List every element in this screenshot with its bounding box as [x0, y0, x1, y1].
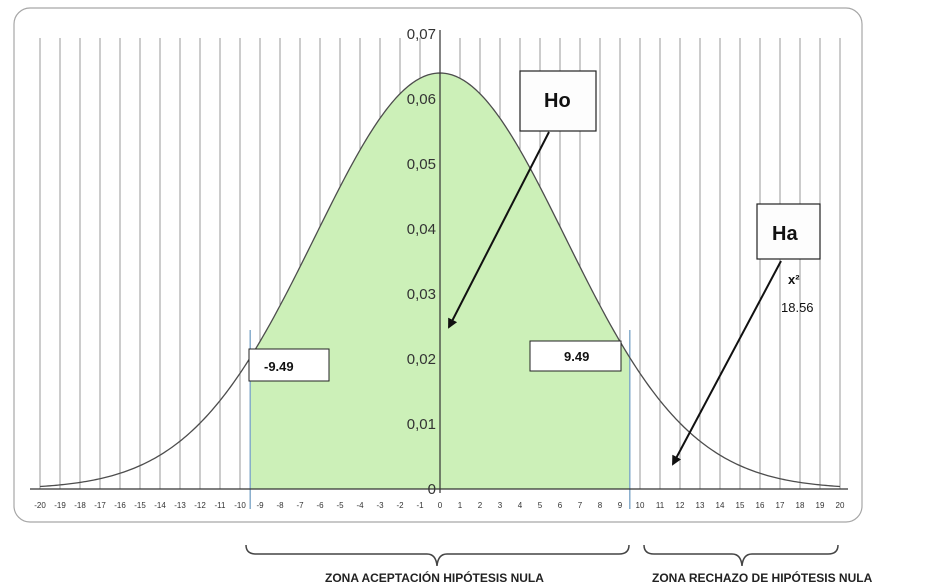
x-tick-label: 15 [736, 501, 745, 510]
x-tick-label: 10 [636, 501, 645, 510]
x-tick-label: -7 [296, 501, 304, 510]
x-tick-label: -17 [94, 501, 106, 510]
x-tick-label: -2 [396, 501, 404, 510]
right-critical-label: 9.49 [564, 349, 589, 364]
x-tick-label: 4 [518, 501, 523, 510]
y-tick-label: 0,04 [407, 221, 436, 238]
x-tick-label: 18 [796, 501, 805, 510]
acceptance-zone-label: ZONA ACEPTACIÓN HIPÓTESIS NULA [325, 570, 544, 585]
y-tick-label: 0,01 [407, 416, 436, 433]
x-tick-label: 11 [656, 501, 665, 510]
x-tick-label: -11 [215, 501, 227, 510]
ho-arrow [448, 131, 550, 329]
ha-box [756, 203, 821, 260]
x-tick-label: 13 [696, 501, 705, 510]
x-tick-label: 7 [578, 501, 583, 510]
x-tick-label: -12 [194, 501, 206, 510]
x-tick-label: -9 [256, 501, 264, 510]
ho-label: Ho [544, 90, 571, 112]
left-critical-label: -9.49 [264, 359, 294, 374]
x-tick-label: 16 [756, 501, 765, 510]
x-tick-label: -14 [154, 501, 166, 510]
x-tick-label: 5 [538, 501, 543, 510]
y-tick-label: 0,07 [407, 26, 436, 43]
x-tick-label: 19 [816, 501, 825, 510]
y-tick-labels: 0 0,01 0,02 0,03 0,04 0,05 0,06 0,07 [407, 26, 436, 498]
x-tick-label: -19 [54, 501, 66, 510]
y-tick-label: 0,03 [407, 286, 436, 303]
y-tick-label: 0,05 [407, 156, 436, 173]
x-tick-label: 9 [618, 501, 623, 510]
x-tick-label: -20 [34, 501, 46, 510]
x-tick-label: 14 [716, 501, 725, 510]
x-tick-label: -10 [234, 501, 246, 510]
x-tick-label: -8 [276, 501, 284, 510]
rejection-zone-label: ZONA RECHAZO DE HIPÓTESIS NULA [652, 570, 873, 585]
x-tick-label: 1 [458, 501, 463, 510]
x-tick-label: 2 [478, 501, 483, 510]
x-tick-label: -6 [316, 501, 324, 510]
x-tick-label: 8 [598, 501, 603, 510]
x-tick-label: 6 [558, 501, 563, 510]
x-tick-label: -15 [134, 501, 146, 510]
y-tick-label: 0,02 [407, 351, 436, 368]
x-tick-label: 17 [776, 501, 785, 510]
ha-arrow [672, 260, 782, 466]
x-tick-label: -18 [74, 501, 86, 510]
ha-label: Ha [772, 223, 798, 245]
y-tick-label: 0 [428, 481, 436, 498]
x-tick-label: -4 [356, 501, 364, 510]
x-tick-label: -3 [376, 501, 384, 510]
chi-square-label: x² [788, 272, 800, 287]
x-tick-label: 3 [498, 501, 503, 510]
x-tick-label: -1 [416, 501, 424, 510]
x-tick-label: -16 [114, 501, 126, 510]
y-tick-label: 0,06 [407, 91, 436, 108]
ho-box [519, 70, 597, 132]
x-tick-label: -13 [174, 501, 186, 510]
x-tick-label: 20 [836, 501, 845, 510]
rejection-zone-brace [643, 544, 839, 567]
x-tick-label: 0 [438, 501, 443, 510]
x-tick-labels: -20 -19 -18 -17 -16 -15 -14 -13 -12 -11 -10 -9 -8 -7-… [34, 501, 845, 510]
x-tick-label: 12 [676, 501, 685, 510]
acceptance-zone-brace [245, 544, 630, 567]
x-tick-label: -5 [336, 501, 344, 510]
left-critical-box [248, 348, 330, 382]
right-critical-box [529, 340, 622, 372]
chi-square-value: 18.56 [781, 300, 814, 315]
